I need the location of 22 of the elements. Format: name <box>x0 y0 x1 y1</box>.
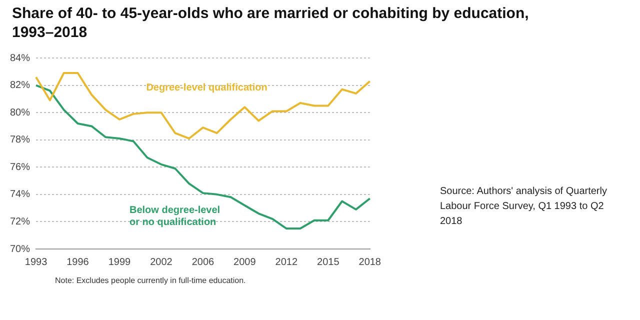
x-tick-label: 1993 <box>24 256 48 268</box>
source-note: Source: Authors' analysis of Quarterly Labour Force Survey, Q1 1993 to Q2 2018 <box>440 185 608 229</box>
chart-title: Share of 40- to 45-year-olds who are married or cohabiting by education, 1993–2018 <box>12 4 530 42</box>
series-label: Below degree-level or no qualification <box>129 204 220 228</box>
x-tick-label: 2002 <box>150 256 173 268</box>
x-tick-label: 2015 <box>317 256 340 268</box>
y-tick-label: 84% <box>10 52 30 64</box>
text: Note: Excludes people currently in full-time education. <box>55 276 246 285</box>
y-tick-label: 72% <box>10 216 30 228</box>
x-tick-label: 1999 <box>108 256 132 268</box>
x-tick-label: 2006 <box>192 256 215 268</box>
x-tick-label: 1996 <box>66 256 90 268</box>
y-tick-label: 78% <box>10 134 30 146</box>
y-tick-label: 74% <box>10 189 30 200</box>
x-tick-label: 2009 <box>234 256 256 268</box>
y-tick-label: 80% <box>10 107 30 118</box>
y-tick-label: 76% <box>10 162 30 173</box>
x-tick-label: 2012 <box>275 256 298 268</box>
y-tick-label: 82% <box>10 80 30 92</box>
y-tick-label: 70% <box>10 244 30 255</box>
x-tick-label: 2018 <box>358 256 382 268</box>
series-label: Degree-level qualification <box>146 82 268 94</box>
